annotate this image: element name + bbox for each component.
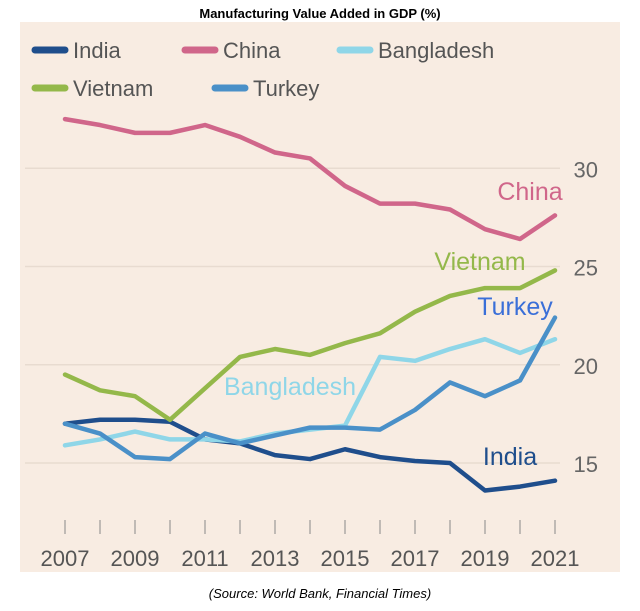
legend-label-india: India (73, 38, 121, 63)
plot-background (20, 22, 620, 572)
y-tick-label: 15 (574, 452, 598, 477)
x-tick-label: 2011 (181, 546, 228, 571)
x-tick-label: 2015 (321, 546, 370, 571)
x-tick-label: 2013 (251, 546, 300, 571)
series-line-india (62, 417, 558, 493)
series-label-india: India (483, 443, 537, 471)
series-label-bangladesh: Bangladesh (224, 373, 356, 401)
legend-label-turkey: Turkey (253, 76, 319, 101)
series-line-china (62, 116, 558, 242)
x-tick-label: 2019 (461, 546, 510, 571)
x-tick-label: 2009 (111, 546, 160, 571)
series-label-vietnam: Vietnam (434, 248, 525, 276)
x-tick-label: 2017 (391, 546, 440, 571)
source-note: (Source: World Bank, Financial Times) (208, 586, 432, 601)
series-label-china: China (497, 178, 562, 206)
legend-label-vietnam: Vietnam (73, 76, 153, 101)
series-label-turkey: Turkey (477, 293, 553, 321)
y-tick-label: 20 (574, 354, 598, 379)
legend-label-china: China (223, 38, 281, 63)
series-line-vietnam (62, 268, 558, 423)
chart-title: Manufacturing Value Added in GDP (%) (199, 6, 441, 21)
x-tick-label: 2021 (531, 546, 580, 571)
y-tick-label: 25 (574, 256, 598, 281)
legend-label-bangladesh: Bangladesh (378, 38, 494, 63)
y-tick-label: 30 (574, 157, 598, 182)
x-tick-label: 2007 (41, 546, 90, 571)
series-line-turkey (62, 315, 558, 462)
